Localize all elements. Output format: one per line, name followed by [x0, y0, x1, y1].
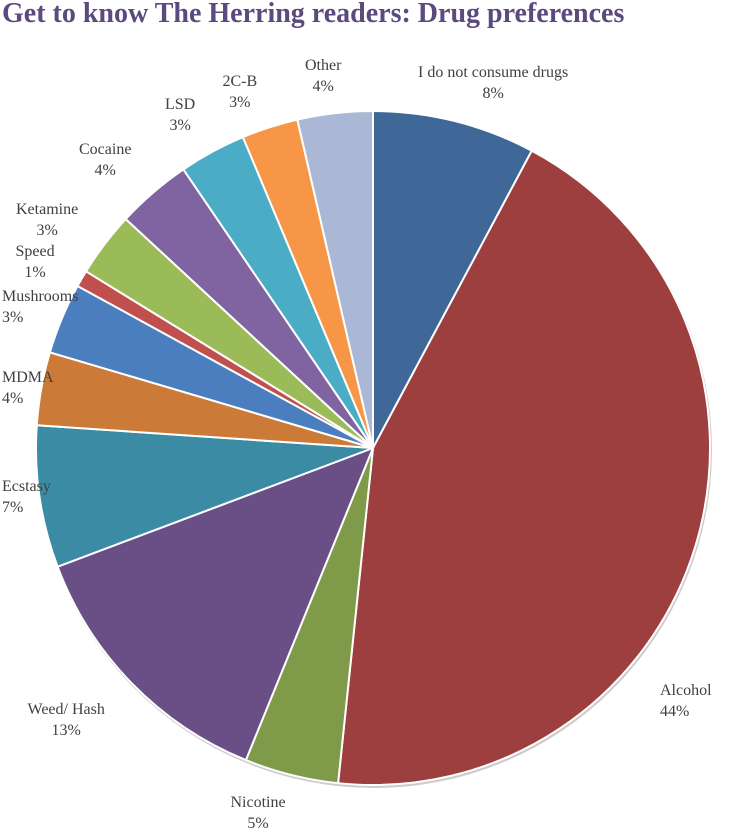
data-label-ketamine: Ketamine 3%: [16, 199, 78, 241]
data-label-percent: 7%: [2, 499, 24, 516]
data-label-category: LSD: [165, 96, 196, 113]
data-label-mdma: MDMA 4%: [2, 367, 54, 409]
data-label-percent: 4%: [2, 390, 24, 407]
pie-slice-i-do-not-consume-drugs: [372, 109, 534, 449]
data-label-percent: 3%: [2, 309, 24, 326]
data-label-cocaine: Cocaine 4%: [79, 139, 131, 181]
data-label-percent: 3%: [169, 117, 191, 134]
data-label-category: I do not consume drugs: [418, 64, 569, 81]
data-label-category: Speed: [15, 243, 55, 260]
pie-slice-alcohol: [336, 149, 711, 786]
data-label-percent: 5%: [247, 815, 269, 832]
data-label-alcohol: Alcohol 44%: [660, 680, 712, 722]
chart-title: Get to know The Herring readers: Drug pr…: [2, 0, 625, 29]
data-label-percent: 3%: [229, 94, 251, 111]
data-label-category: Other: [305, 57, 342, 74]
data-label-category: Ecstasy: [2, 478, 51, 495]
data-label-ecstasy: Ecstasy 7%: [2, 476, 51, 518]
data-label-percent: 4%: [94, 162, 116, 179]
data-label-nicotine: Nicotine 5%: [231, 792, 286, 834]
data-label-mushrooms: Mushrooms 3%: [2, 286, 78, 328]
data-label-category: 2C-B: [222, 73, 258, 90]
data-label-category: Weed/ Hash: [27, 701, 105, 718]
data-label-speed: Speed 1%: [16, 241, 55, 283]
data-label-category: Nicotine: [230, 794, 286, 811]
data-label-category: Mushrooms: [2, 288, 79, 305]
data-label-percent: 3%: [36, 222, 58, 239]
data-label-percent: 4%: [312, 78, 334, 95]
pie-slice-weed-hash: [56, 446, 375, 762]
data-label-i-do-not-consume-drugs: I do not consume drugs 8%: [418, 62, 568, 104]
data-label-percent: 8%: [482, 85, 504, 102]
data-label-category: Alcohol: [660, 682, 712, 699]
data-label-category: MDMA: [2, 369, 54, 386]
pie-slice-other: [296, 109, 374, 449]
data-label-lsd: LSD 3%: [165, 94, 195, 136]
data-label-percent: 1%: [24, 264, 46, 281]
data-label-percent: 13%: [51, 722, 81, 739]
data-label-category: Cocaine: [79, 141, 132, 158]
data-label-weed-hash: Weed/ Hash 13%: [28, 699, 105, 741]
data-label-category: Ketamine: [16, 201, 79, 218]
data-label-other: Other 4%: [305, 55, 341, 97]
data-label-percent: 44%: [660, 703, 690, 720]
data-label-2c-b: 2C-B 3%: [223, 71, 258, 113]
pie-slice-ecstasy: [35, 424, 374, 569]
